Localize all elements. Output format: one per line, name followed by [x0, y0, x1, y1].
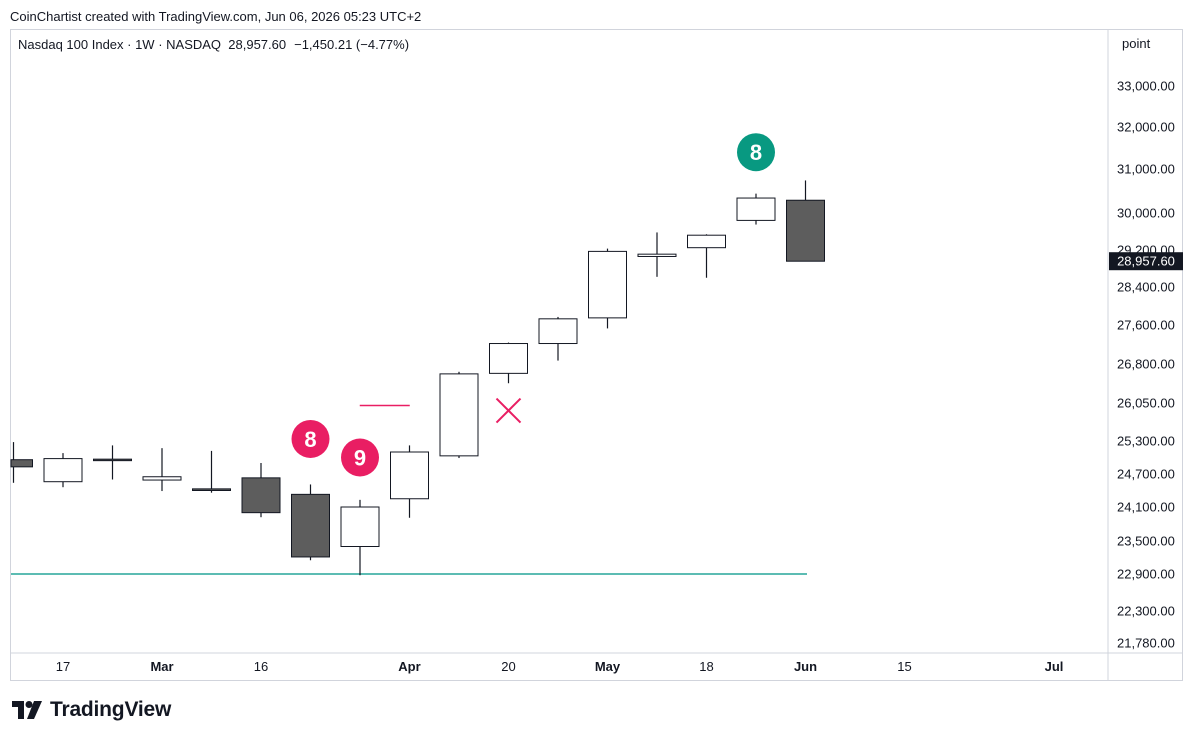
candle-body — [10, 459, 33, 468]
candle-body — [241, 477, 281, 514]
y-tick-label: 28,400.00 — [1117, 280, 1175, 295]
candle-up[interactable] — [637, 232, 677, 277]
cross-stroke — [495, 397, 522, 424]
candle-body — [736, 197, 776, 221]
y-tick-label: 26,800.00 — [1117, 357, 1175, 372]
x-tick-label: 15 — [897, 659, 911, 674]
y-tick-label: 32,000.00 — [1117, 120, 1175, 135]
y-tick-label: 26,050.00 — [1117, 396, 1175, 411]
tradingview-logo-icon — [12, 701, 42, 719]
x-tick-label: Jun — [794, 659, 817, 674]
y-tick-label: 24,700.00 — [1117, 467, 1175, 482]
candle-body — [637, 253, 677, 257]
candle-up[interactable] — [439, 371, 479, 459]
candle-up[interactable] — [687, 234, 726, 278]
candle-body — [786, 199, 825, 262]
candle-body — [390, 451, 429, 500]
x-tick-label: 18 — [699, 659, 713, 674]
last-price-badge[interactable] — [1109, 252, 1183, 271]
y-tick-label: 22,900.00 — [1117, 567, 1175, 582]
last-price-label: 28,957.60 — [1117, 254, 1175, 269]
y-tick-label: 24,100.00 — [1117, 500, 1175, 515]
x-tick-label: Mar — [150, 659, 173, 674]
candle-down[interactable] — [10, 442, 33, 483]
candle-body — [489, 343, 528, 374]
candle-down[interactable] — [291, 484, 330, 561]
y-tick-label: 22,300.00 — [1117, 604, 1175, 619]
candle-body — [340, 506, 380, 547]
td-count-marker-green[interactable]: 8 — [737, 133, 775, 172]
td-count-marker-red[interactable]: 8 — [291, 419, 330, 458]
candle-up[interactable] — [142, 448, 182, 492]
price-change-text: −1,450.21 (−4.77%) — [294, 37, 410, 52]
marker-label: 8 — [304, 427, 316, 452]
candle-down[interactable] — [93, 445, 132, 480]
chart-credit: CoinChartist created with TradingView.co… — [10, 9, 422, 24]
marker-circle — [341, 438, 379, 477]
candle-down[interactable] — [192, 450, 231, 493]
candle-up[interactable] — [340, 499, 380, 576]
candle-body — [538, 318, 578, 345]
y-tick-label: 23,500.00 — [1117, 534, 1175, 549]
candle-up[interactable] — [736, 193, 776, 225]
candle-body — [93, 458, 132, 462]
symbol-legend: Nasdaq 100 Index · 1W · NASDAQ 28,957.60… — [18, 37, 409, 52]
td-count-marker-red[interactable]: 9 — [341, 438, 379, 477]
candle-up[interactable] — [390, 445, 429, 518]
chart-frame — [10, 29, 1183, 681]
candle-body — [588, 250, 627, 319]
x-tick-label: 16 — [254, 659, 268, 674]
candle-up[interactable] — [489, 342, 528, 384]
price-axis-unit[interactable]: point — [1122, 36, 1151, 51]
red-cross-marker[interactable] — [495, 397, 522, 424]
x-tick-label: Jul — [1045, 659, 1064, 674]
tradingview-brand[interactable]: TradingView — [12, 698, 171, 722]
y-tick-label: 33,000.00 — [1117, 79, 1175, 94]
x-tick-label: 17 — [56, 659, 70, 674]
last-price-text: 28,957.60 — [228, 37, 287, 52]
symbol-name: Nasdaq 100 Index · 1W · NASDAQ — [18, 37, 222, 52]
marker-circle — [291, 419, 330, 458]
y-tick-label: 27,600.00 — [1117, 318, 1175, 333]
candle-down[interactable] — [241, 463, 281, 518]
x-tick-label: Apr — [398, 659, 420, 674]
y-tick-label: 25,300.00 — [1117, 434, 1175, 449]
candle-body — [43, 458, 83, 483]
brand-name: TradingView — [50, 698, 172, 721]
candle-body — [142, 476, 182, 481]
y-tick-label: 31,000.00 — [1117, 162, 1175, 177]
marker-label: 8 — [750, 140, 762, 165]
candle-body — [291, 493, 330, 558]
candle-up[interactable] — [538, 316, 578, 361]
candle-body — [439, 373, 479, 457]
candle-body — [192, 488, 231, 492]
x-tick-label: 20 — [501, 659, 515, 674]
marker-label: 9 — [354, 446, 366, 471]
candle-up[interactable] — [43, 453, 83, 488]
y-tick-label: 30,000.00 — [1117, 206, 1175, 221]
x-tick-label: May — [595, 659, 621, 674]
y-tick-label: 21,780.00 — [1117, 636, 1175, 651]
marker-circle — [737, 133, 775, 172]
candle-up[interactable] — [588, 248, 627, 329]
candle-down[interactable] — [786, 180, 825, 262]
candle-body — [687, 234, 726, 249]
